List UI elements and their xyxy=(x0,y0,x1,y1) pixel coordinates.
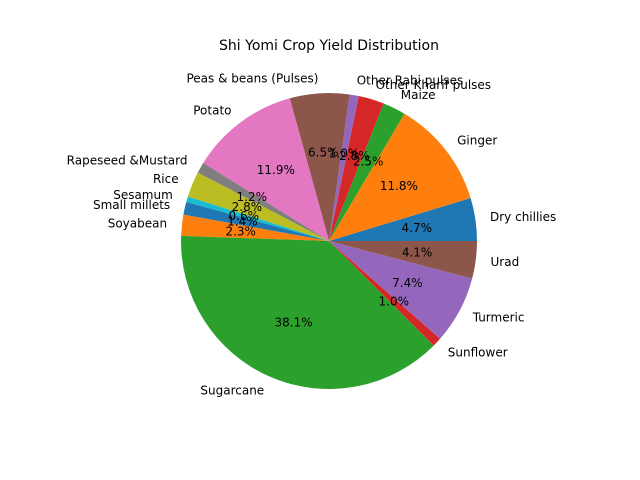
slice-percent-label: 2.8% xyxy=(232,200,263,214)
pie-slice-turmeric xyxy=(329,241,473,339)
slice-label: Turmeric xyxy=(472,311,525,325)
slice-percent-label: 4.7% xyxy=(402,221,433,235)
slice-label: Ginger xyxy=(457,134,497,148)
slice-label: Urad xyxy=(491,255,520,269)
slice-label: Potato xyxy=(193,104,231,118)
slice-percent-label: 6.5% xyxy=(308,145,339,159)
slice-label: Maize xyxy=(401,88,436,102)
pie-slice-rapeseed-mustard xyxy=(197,162,329,241)
slice-label: Rapeseed &Mustard xyxy=(67,153,188,167)
slice-percent-label: 38.1% xyxy=(275,316,313,330)
slice-percent-label: 2.5% xyxy=(353,154,384,168)
slice-percent-label: 1.2% xyxy=(237,190,268,204)
slice-label: Sesamum xyxy=(113,188,173,202)
pie-slice-dry-chillies xyxy=(329,197,478,241)
pie-slices xyxy=(181,93,478,389)
pie-labels: Dry chillies 4.7% Ginger 11.8% Maize 2.5% Othe… xyxy=(67,72,557,398)
slice-label: Sugarcane xyxy=(200,383,264,397)
slice-percent-label: 2.8% xyxy=(339,149,370,163)
pie-slice-sugarcane xyxy=(181,235,434,389)
pie-slice-maize xyxy=(329,103,405,242)
pie-slice-ginger xyxy=(329,113,471,241)
slice-percent-label: 11.9% xyxy=(257,163,295,177)
pie-slice-sunflower xyxy=(329,241,441,346)
pie-slice-soyabean xyxy=(181,214,329,241)
pie-slice-urad xyxy=(329,241,477,279)
slice-label: Soyabean xyxy=(108,217,167,231)
pie-slice-potato xyxy=(203,98,329,241)
chart-title: Shi Yomi Crop Yield Distribution xyxy=(219,38,439,54)
slice-label: Other Kharif pulses xyxy=(376,78,491,92)
slice-label: Sunflower xyxy=(448,345,508,359)
slice-percent-label: 1.0% xyxy=(329,147,360,161)
slice-label: Small millets xyxy=(93,198,170,212)
pie-slice-other-kharif-pulses xyxy=(329,96,384,242)
slice-percent-label: 4.1% xyxy=(402,245,433,259)
pie-slice-other-rabi-pulses xyxy=(329,94,359,241)
slice-label: Peas & beans (Pulses) xyxy=(186,72,318,86)
pie-slice-small-millets xyxy=(183,201,329,241)
pie-slice-sesamum xyxy=(186,196,329,241)
pie-slice-rice xyxy=(187,172,329,241)
pie-slice-peas-beans-pulses xyxy=(289,93,350,241)
slice-percent-label: 1.0% xyxy=(379,295,410,309)
slice-percent-label: 1.4% xyxy=(227,214,258,228)
slice-percent-label: 0.6% xyxy=(229,209,260,223)
slice-percent-label: 2.3% xyxy=(225,225,256,239)
slice-label: Other Rabi pulses xyxy=(357,74,464,88)
slice-label: Rice xyxy=(153,172,179,186)
slice-percent-label: 7.4% xyxy=(392,276,423,290)
slice-percent-label: 11.8% xyxy=(380,179,418,193)
slice-label: Dry chillies xyxy=(490,210,556,224)
